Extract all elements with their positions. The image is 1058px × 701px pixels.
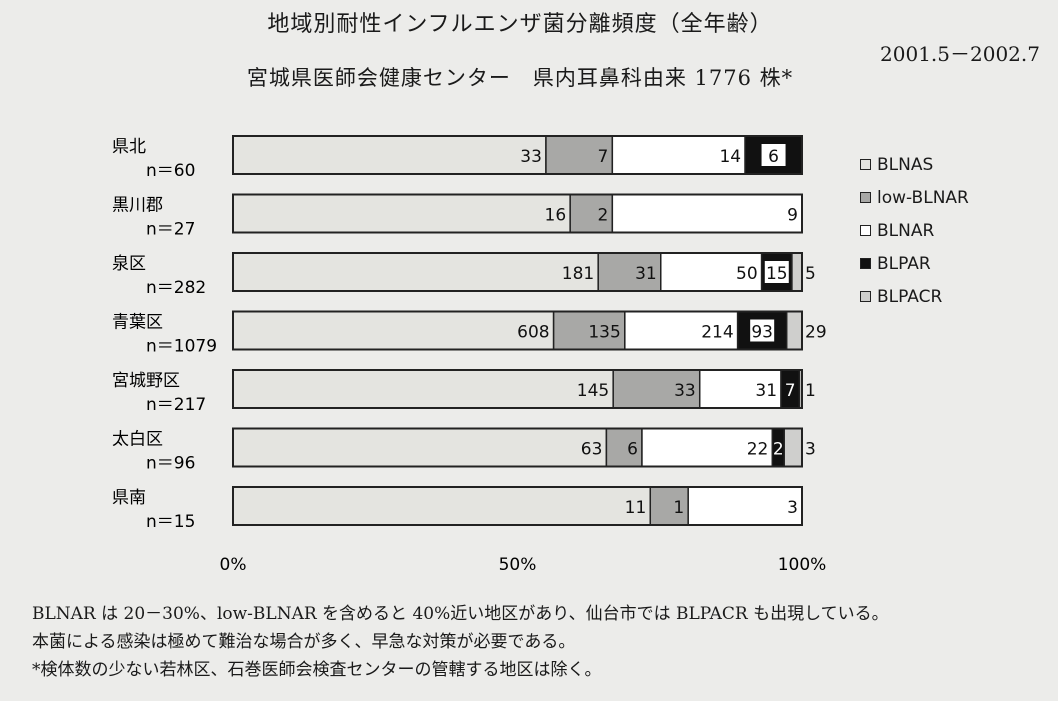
data-label: 6 xyxy=(768,147,779,167)
bar-segment-low-blnar xyxy=(612,369,701,409)
region-count: n＝282 xyxy=(146,278,206,298)
bar-segment-blnas xyxy=(232,310,555,351)
bar-outline xyxy=(232,135,803,175)
legend-item-blnas: BLNAS xyxy=(860,148,969,181)
bar-outline xyxy=(232,252,803,292)
legend-item-low-blnar: low-BLNAR xyxy=(860,181,969,214)
data-label: 145 xyxy=(577,381,609,401)
legend-swatch-low-blnar xyxy=(860,192,871,203)
legend-swatch-blpacr xyxy=(860,291,871,302)
data-label: 181 xyxy=(562,264,594,284)
region-label: 県北 xyxy=(112,137,146,157)
data-label: 29 xyxy=(805,323,827,343)
bar-segment-blpacr xyxy=(791,252,803,292)
region-count: n＝1079 xyxy=(146,337,217,357)
legend-label: low-BLNAR xyxy=(877,187,969,208)
bar-segment-blnas xyxy=(232,252,599,292)
region-count: n＝15 xyxy=(146,512,195,532)
legend-swatch-blnas xyxy=(860,159,871,170)
region-label: 泉区 xyxy=(112,254,146,274)
legend-label: BLNAS xyxy=(877,154,934,175)
legend-label: BLNAR xyxy=(877,220,935,241)
data-label: 11 xyxy=(625,498,647,518)
data-label: 14 xyxy=(719,147,741,167)
bar-segment-blnas xyxy=(232,369,614,409)
region-count: n＝217 xyxy=(146,395,206,415)
legend-swatch-blnar xyxy=(860,225,871,236)
legend-label: BLPACR xyxy=(877,286,943,307)
bar-segment-blnas xyxy=(232,135,547,175)
data-label: 3 xyxy=(805,440,816,460)
data-label: 214 xyxy=(701,323,733,343)
bar-segment-blnas xyxy=(232,427,608,468)
bar-outline xyxy=(232,310,803,351)
data-label: 63 xyxy=(581,440,603,460)
footnote-line: 本菌による感染は極めて難治な場合が多く、早急な対策が必要である。 xyxy=(32,632,576,652)
region-label: 青葉区 xyxy=(112,313,163,333)
legend-swatch-blpar xyxy=(860,258,871,269)
data-label: 93 xyxy=(751,323,773,343)
data-label: 2 xyxy=(598,206,609,226)
chart-subtitle: 宮城県医師会健康センター 県内耳鼻科由来 1776 株* xyxy=(246,66,794,90)
bar-outline xyxy=(232,193,803,234)
data-label: 22 xyxy=(747,440,769,460)
region-count: n＝96 xyxy=(146,454,195,474)
data-label: 2 xyxy=(773,440,784,460)
bar-segment-blpacr xyxy=(783,427,803,468)
bar-segment-blnas xyxy=(232,486,652,526)
data-label: 1 xyxy=(805,381,816,401)
bar-outline xyxy=(232,369,803,409)
region-label: 宮城野区 xyxy=(112,371,180,391)
data-label: 33 xyxy=(520,147,542,167)
footnotes: BLNAR は 20－30%、low-BLNAR を含めると 40%近い地区があ… xyxy=(32,600,889,684)
data-label: 9 xyxy=(787,206,798,226)
x-tick-label: 100% xyxy=(778,555,827,575)
data-label: 31 xyxy=(635,264,657,284)
region-count: n＝60 xyxy=(146,161,195,181)
bar-outline xyxy=(232,486,803,526)
data-label: 31 xyxy=(755,381,777,401)
data-label: 135 xyxy=(588,323,620,343)
legend-item-blpacr: BLPACR xyxy=(860,280,969,313)
legend-label: BLPAR xyxy=(877,253,931,274)
bar-segment-blpacr xyxy=(785,310,803,351)
x-tick-label: 50% xyxy=(499,555,537,575)
chart-legend: BLNAS low-BLNAR BLNAR BLPAR BLPACR xyxy=(860,148,969,313)
data-label: 33 xyxy=(674,381,696,401)
x-tick-label: 0% xyxy=(220,555,247,575)
bar-segment-blnar xyxy=(611,193,803,234)
data-label: 1 xyxy=(673,498,684,518)
region-label: 黒川郡 xyxy=(112,196,163,216)
legend-item-blnar: BLNAR xyxy=(860,214,969,247)
data-label: 16 xyxy=(545,206,567,226)
footnote-line: *検体数の少ない若林区、石巻医師会検査センターの管轄する地区は除く。 xyxy=(32,660,602,680)
bar-segment-blnar xyxy=(698,369,782,409)
data-label: 3 xyxy=(787,498,798,518)
data-label: 6 xyxy=(627,440,638,460)
data-label-bg xyxy=(750,319,775,342)
bar-outline xyxy=(232,427,803,468)
chart-title: 地域別耐性インフルエンザ菌分離頻度（全年齢） xyxy=(267,12,773,37)
data-label: 7 xyxy=(598,147,609,167)
bar-segment-low-blnar xyxy=(569,193,614,234)
region-label: 県南 xyxy=(112,488,146,508)
bar-segment-blnar xyxy=(687,486,803,526)
data-label: 50 xyxy=(736,264,758,284)
bar-segment-blnas xyxy=(232,193,571,234)
data-label: 5 xyxy=(805,264,816,284)
footnote-line: BLNAR は 20－30%、low-BLNAR を含めると 40%近い地区があ… xyxy=(32,604,889,624)
date-range: 2001.5－2002.7 xyxy=(880,42,1040,66)
data-label: 608 xyxy=(517,323,549,343)
region-label: 太白区 xyxy=(112,430,163,450)
data-label: 15 xyxy=(766,264,788,284)
data-label-bg xyxy=(764,261,789,283)
legend-item-blpar: BLPAR xyxy=(860,247,969,280)
data-label: 7 xyxy=(785,381,796,401)
data-label-bg xyxy=(761,144,786,166)
region-count: n＝27 xyxy=(146,220,195,240)
